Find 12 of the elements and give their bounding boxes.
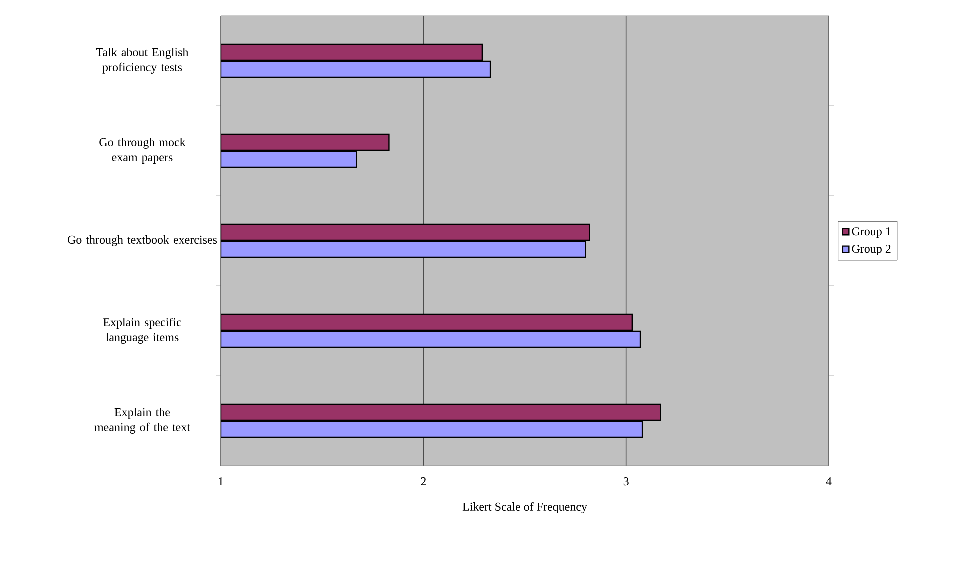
x-tick-label: 2 [421,478,426,486]
legend-label: Group 1 [852,228,891,238]
y-tick-label: Explain specific language items [104,318,182,344]
x-axis-title: Likert Scale of Frequency [462,502,588,514]
y-tick-label: Explain the meaning of the text [94,408,190,434]
y-tick-label: Go through textbook exercises [68,236,218,246]
legend-label: Group 2 [852,244,891,256]
x-tick-label: 3 [624,478,629,486]
y-tick-label: Talk about English proficiency tests [96,48,189,74]
y-tick-label: Go through mock exam papers [100,138,186,164]
x-tick-label: 1 [219,478,224,486]
x-tick-label: 4 [826,478,832,486]
